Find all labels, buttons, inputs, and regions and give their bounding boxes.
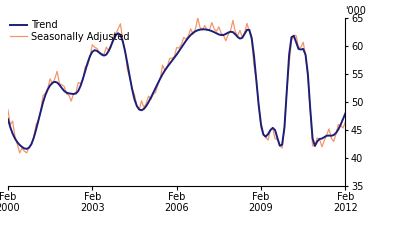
Legend: Trend, Seasonally Adjusted: Trend, Seasonally Adjusted <box>10 20 130 42</box>
Seasonally Adjusted <box>343 121 348 123</box>
Trend <box>266 133 270 136</box>
Seasonally Adjusted <box>6 109 10 111</box>
Trend <box>8 126 13 128</box>
Seasonally Adjusted <box>266 139 270 141</box>
Seasonally Adjusted <box>205 29 210 31</box>
Seasonally Adjusted <box>17 152 22 154</box>
Trend <box>200 28 205 31</box>
Seasonally Adjusted <box>24 151 29 154</box>
Seasonally Adjusted <box>8 123 13 126</box>
Seasonally Adjusted <box>324 134 329 136</box>
Line: Seasonally Adjusted: Seasonally Adjusted <box>8 18 345 153</box>
Seasonally Adjusted <box>195 17 200 19</box>
Trend <box>24 148 29 150</box>
Trend <box>343 112 348 115</box>
Trend <box>205 28 210 31</box>
Text: '000: '000 <box>345 7 366 17</box>
Trend <box>6 118 10 120</box>
Trend <box>324 134 329 137</box>
Seasonally Adjusted <box>275 138 280 140</box>
Trend <box>275 137 280 140</box>
Trend <box>22 147 27 150</box>
Line: Trend: Trend <box>8 29 345 149</box>
